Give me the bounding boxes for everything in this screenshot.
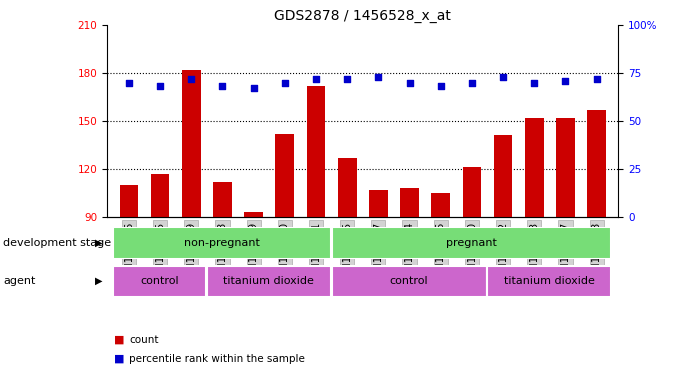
- Text: control: control: [390, 276, 428, 286]
- Bar: [369, 190, 388, 217]
- Bar: [182, 70, 200, 217]
- Text: ■: ■: [114, 335, 124, 345]
- Point: [498, 74, 509, 80]
- Bar: [113, 266, 206, 297]
- Bar: [332, 227, 612, 258]
- Bar: [338, 158, 357, 217]
- Bar: [556, 118, 575, 217]
- Bar: [245, 212, 263, 217]
- Point: [124, 79, 135, 86]
- Bar: [400, 188, 419, 217]
- Bar: [462, 167, 481, 217]
- Text: count: count: [129, 335, 159, 345]
- Text: non-pregnant: non-pregnant: [184, 238, 260, 248]
- Point: [186, 76, 197, 82]
- Point: [591, 76, 602, 82]
- Point: [279, 79, 290, 86]
- Bar: [487, 266, 612, 297]
- Bar: [525, 118, 544, 217]
- Text: titanium dioxide: titanium dioxide: [223, 276, 314, 286]
- Point: [560, 78, 571, 84]
- Bar: [494, 136, 513, 217]
- Point: [373, 74, 384, 80]
- Text: titanium dioxide: titanium dioxide: [504, 276, 595, 286]
- Point: [435, 83, 446, 89]
- Bar: [207, 266, 331, 297]
- Bar: [307, 86, 325, 217]
- Text: agent: agent: [3, 276, 36, 286]
- Point: [404, 79, 415, 86]
- Title: GDS2878 / 1456528_x_at: GDS2878 / 1456528_x_at: [274, 8, 451, 23]
- Bar: [332, 266, 486, 297]
- Bar: [276, 134, 294, 217]
- Text: pregnant: pregnant: [446, 238, 497, 248]
- Text: ■: ■: [114, 354, 124, 364]
- Bar: [431, 193, 450, 217]
- Text: development stage: development stage: [3, 238, 111, 248]
- Point: [310, 76, 321, 82]
- Point: [248, 85, 259, 91]
- Point: [341, 76, 352, 82]
- Point: [217, 83, 228, 89]
- Text: ▶: ▶: [95, 276, 102, 286]
- Text: ▶: ▶: [95, 238, 102, 248]
- Bar: [120, 185, 138, 217]
- Point: [529, 79, 540, 86]
- Bar: [587, 110, 606, 217]
- Point: [155, 83, 166, 89]
- Point: [466, 79, 477, 86]
- Text: percentile rank within the sample: percentile rank within the sample: [129, 354, 305, 364]
- Bar: [213, 182, 231, 217]
- Bar: [113, 227, 331, 258]
- Bar: [151, 174, 169, 217]
- Text: control: control: [140, 276, 179, 286]
